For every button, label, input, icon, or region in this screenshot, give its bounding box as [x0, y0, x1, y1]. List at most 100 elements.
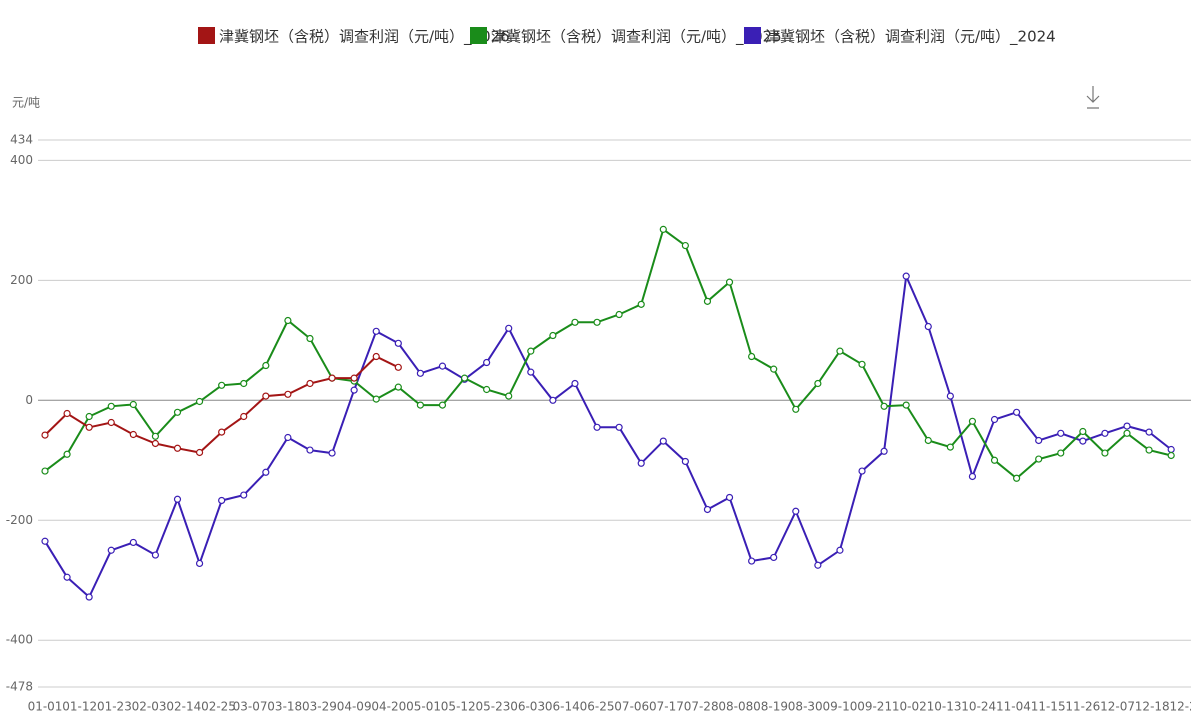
series-line — [44, 272, 1172, 599]
data-point — [615, 310, 623, 319]
data-point — [1123, 422, 1131, 430]
data-point — [438, 362, 447, 370]
data-point — [1035, 436, 1043, 445]
legend-text: 津冀钢坯（含税）调查利润（元/吨）_2025 — [491, 28, 782, 47]
x-tick-label: 12-18 — [1135, 700, 1170, 714]
data-point — [416, 369, 424, 377]
y-unit: 元/吨 — [12, 96, 40, 110]
data-point — [151, 432, 160, 440]
x-tick-label: 05-23 — [476, 700, 511, 714]
x-tick-label: 01-01 — [28, 700, 63, 714]
data-point — [902, 272, 910, 280]
data-point — [1145, 446, 1153, 454]
data-point — [350, 386, 358, 394]
x-tick-label: 07-17 — [649, 700, 684, 714]
data-point — [770, 365, 778, 373]
x-tick-label: 09-10 — [823, 700, 858, 714]
data-point — [173, 495, 182, 503]
data-point — [792, 507, 800, 515]
data-point — [946, 443, 954, 451]
data-point — [681, 457, 689, 466]
data-point — [107, 418, 115, 427]
data-point — [990, 456, 999, 464]
data-point — [593, 423, 601, 431]
data-point — [85, 423, 93, 431]
data-point — [968, 417, 977, 425]
data-point — [527, 368, 535, 376]
data-point — [703, 505, 712, 514]
data-point — [107, 546, 115, 554]
data-point — [1057, 449, 1065, 457]
x-tick-label: 08-19 — [753, 700, 788, 714]
download-arrow[interactable] — [1086, 86, 1100, 109]
data-point — [483, 358, 491, 367]
data-point — [129, 430, 137, 439]
legend-text: 津冀钢坯（含税）调查利润（元/吨）_2026 — [219, 28, 510, 47]
data-point — [107, 402, 115, 410]
data-point — [41, 431, 49, 439]
x-tick-label: 04-09 — [337, 700, 372, 714]
data-point — [438, 401, 447, 409]
data-point — [262, 361, 270, 370]
data-point — [505, 392, 513, 400]
data-point — [505, 324, 513, 332]
data-point — [725, 278, 734, 286]
data-point — [85, 412, 93, 421]
x-tick-label: 10-13 — [927, 700, 962, 714]
data-point — [902, 401, 910, 409]
data-point — [593, 318, 601, 326]
data-point — [549, 331, 557, 340]
legend-text: 津冀钢坯（含税）调查利润（元/吨）_2024 — [765, 28, 1056, 47]
data-point — [218, 428, 226, 436]
data-point — [990, 415, 999, 424]
data-point — [284, 433, 292, 442]
x-tick-label: 03-18 — [267, 700, 302, 714]
x-tick-label: 02-25 — [201, 700, 236, 714]
x-tick-label: 04-20 — [371, 700, 406, 714]
data-point — [1101, 429, 1109, 437]
data-point — [858, 467, 866, 475]
x-tick-label: 12-07 — [1100, 700, 1135, 714]
data-point — [527, 347, 535, 355]
data-point — [968, 472, 977, 481]
x-tick-label: 11-04 — [996, 700, 1031, 714]
data-point — [372, 395, 380, 403]
data-point — [1079, 437, 1087, 445]
y-tick-label: 400 — [10, 153, 33, 167]
y-tick-label: -400 — [6, 633, 33, 647]
y-tick-label: -200 — [6, 513, 33, 527]
data-point — [571, 318, 579, 326]
data-point — [306, 446, 314, 454]
y-tick-label: 0 — [25, 393, 33, 407]
x-tick-label: 06-14 — [545, 700, 580, 714]
data-point — [836, 546, 844, 554]
x-tick-label: 03-07 — [233, 700, 268, 714]
x-tick-label: 11-26 — [1065, 700, 1100, 714]
x-tick-label: 01-23 — [97, 700, 132, 714]
data-point — [681, 241, 689, 250]
data-point — [1101, 449, 1109, 457]
x-tick-label: 08-08 — [718, 700, 753, 714]
data-point — [240, 412, 248, 421]
data-point — [770, 553, 778, 562]
download-icon[interactable] — [1086, 86, 1100, 109]
y-tick-label: -478 — [6, 680, 33, 694]
x-tick-label: 01-12 — [62, 700, 97, 714]
data-point — [306, 334, 314, 343]
data-point — [1145, 428, 1153, 436]
data-point — [880, 447, 888, 455]
data-point — [129, 400, 137, 409]
data-point — [328, 374, 336, 382]
data-point — [792, 405, 800, 413]
legend-swatch — [470, 27, 487, 44]
data-point — [836, 347, 844, 355]
data-point — [1167, 445, 1175, 454]
data-point — [394, 363, 402, 371]
data-point — [814, 561, 822, 569]
data-point — [1057, 429, 1065, 437]
data-point — [195, 559, 204, 568]
data-point — [703, 297, 712, 305]
data-point — [218, 496, 226, 505]
x-tick-label: 02-14 — [166, 700, 201, 714]
